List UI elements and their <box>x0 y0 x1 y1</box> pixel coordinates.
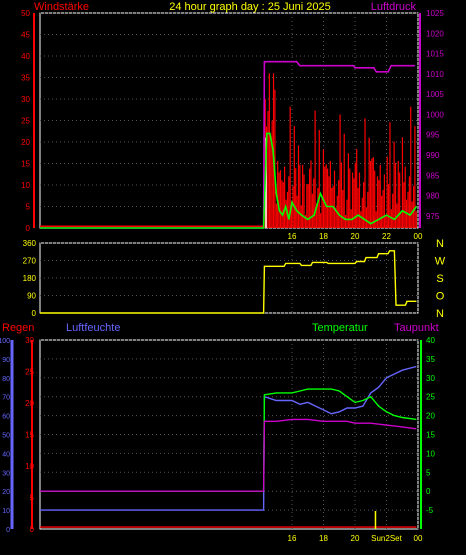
wind-tick-label: 10 <box>21 181 30 190</box>
compass-label: N <box>436 238 444 250</box>
temp-tick-label: 15 <box>426 431 435 440</box>
wind-tick-label: 0 <box>26 224 31 233</box>
wind-tick-label: 40 <box>21 52 30 61</box>
pressure-tick-label: 980 <box>426 192 440 201</box>
compass-label: S <box>436 273 443 285</box>
header-title: 24 hour graph day : 25 Juni 2025 <box>169 1 330 13</box>
legend-regen: Regen <box>2 322 34 334</box>
wind-x-tick-label: 00 <box>414 232 423 241</box>
pressure-tick-label: 1015 <box>426 50 444 59</box>
pressure-tick-label: 985 <box>426 171 440 180</box>
legend-taupunkt: Taupunkt <box>394 322 439 334</box>
climate-x-tick-label: 20 <box>351 534 360 543</box>
humidity-tick-label: 50 <box>2 433 10 440</box>
wind-x-tick-label: 22 <box>382 232 391 241</box>
series-temp-line <box>40 418 417 492</box>
climate-x-tick-label: 18 <box>319 534 328 543</box>
climate-x-tick-label: 16 <box>288 534 297 543</box>
humidity-tick-label: 10 <box>2 508 10 515</box>
compass-label: W <box>435 256 446 268</box>
temp-tick-label: 35 <box>426 355 435 364</box>
wind-tick-label: 35 <box>21 74 30 83</box>
direction-tick-label: 180 <box>23 274 37 283</box>
pressure-tick-label: 1020 <box>426 29 444 38</box>
temp-tick-label: 25 <box>426 393 435 402</box>
wind-tick-label: 15 <box>21 160 30 169</box>
pressure-tick-label: 990 <box>426 151 440 160</box>
pressure-tick-label: 975 <box>426 212 440 221</box>
wind-avg-line <box>40 132 418 229</box>
humidity-tick-label: 80 <box>2 376 10 383</box>
temp-tick-label: -5 <box>426 506 434 515</box>
rain-tick-label: 20 <box>25 399 34 408</box>
temp-tick-label: 30 <box>426 374 435 383</box>
series-temp-line <box>40 388 417 492</box>
humidity-tick-label: 90 <box>2 357 10 364</box>
wind-x-tick-label: 18 <box>319 232 328 241</box>
direction-tick-label: 0 <box>32 309 37 318</box>
header-luftdruck: Luftdruck <box>371 1 417 13</box>
humidity-tick-label: 60 <box>2 414 10 421</box>
pressure-tick-label: 1010 <box>426 70 444 79</box>
legend-luftfeuchte: Luftfeuchte <box>66 322 120 334</box>
wind-x-tick-label: 20 <box>351 232 360 241</box>
rain-tick-label: 25 <box>25 368 34 377</box>
wind-tick-label: 50 <box>21 9 30 18</box>
temp-tick-label: 10 <box>426 449 435 458</box>
climate-x-tick-label: 00 <box>414 534 423 543</box>
wind-tick-label: 45 <box>21 31 30 40</box>
climate-x-tick-label: Sun2Set <box>371 534 402 543</box>
header-windstaerke: Windstärke <box>34 1 89 13</box>
rain-tick-label: 5 <box>30 494 35 503</box>
compass-label: N <box>436 308 444 320</box>
temp-tick-label: 20 <box>426 412 435 421</box>
wind-tick-label: 25 <box>21 117 30 126</box>
temp-tick-label: 0 <box>426 487 431 496</box>
temp-tick-label: 5 <box>426 468 431 477</box>
humidity-tick-label: 20 <box>2 489 10 496</box>
rain-tick-label: 0 <box>30 525 35 534</box>
direction-tick-label: 90 <box>27 292 36 301</box>
wind-tick-label: 30 <box>21 95 30 104</box>
pressure-line <box>40 60 415 229</box>
rain-tick-label: 10 <box>25 462 34 471</box>
humidity-tick-label: 0 <box>6 527 10 534</box>
wind-tick-label: 20 <box>21 138 30 147</box>
legend-temperatur: Temperatur <box>312 322 368 334</box>
direction-tick-label: 270 <box>23 257 37 266</box>
pressure-tick-label: 1000 <box>426 110 444 119</box>
series-humidity-line <box>40 365 417 511</box>
rain-tick-label: 30 <box>25 336 34 345</box>
humidity-tick-label: 100 <box>0 338 10 345</box>
temp-tick-label: 40 <box>426 336 435 345</box>
humidity-tick-label: 70 <box>2 395 10 402</box>
pressure-tick-label: 1005 <box>426 90 444 99</box>
pressure-tick-label: 995 <box>426 131 440 140</box>
wind-tick-label: 5 <box>26 203 31 212</box>
direction-line <box>40 250 417 314</box>
wind-x-tick-label: 16 <box>288 232 297 241</box>
compass-label: O <box>436 291 445 303</box>
direction-tick-label: 360 <box>23 239 37 248</box>
pressure-tick-label: 1025 <box>426 9 444 18</box>
rain-tick-label: 15 <box>25 431 34 440</box>
humidity-tick-label: 40 <box>2 451 10 458</box>
humidity-tick-label: 30 <box>2 470 10 477</box>
